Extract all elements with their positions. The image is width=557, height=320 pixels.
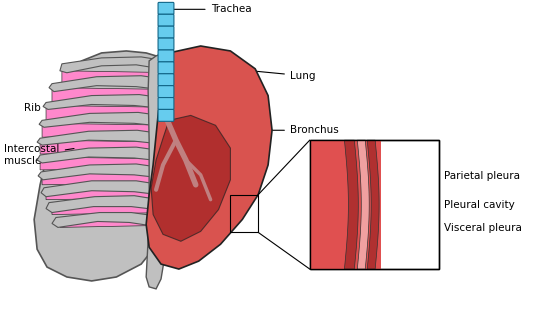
Polygon shape [146,51,176,289]
Bar [310,140,381,269]
Polygon shape [40,140,184,154]
FancyBboxPatch shape [158,26,174,38]
Text: Pleural cavity: Pleural cavity [366,200,514,210]
Bar [310,140,438,269]
Polygon shape [151,116,231,241]
Polygon shape [52,203,169,214]
Polygon shape [42,173,181,185]
Polygon shape [60,57,176,73]
Polygon shape [46,188,177,200]
Text: Trachea: Trachea [169,4,251,14]
FancyBboxPatch shape [158,98,174,109]
Polygon shape [39,112,182,130]
FancyBboxPatch shape [158,2,174,14]
Text: Rib: Rib [24,101,84,114]
FancyBboxPatch shape [158,62,174,74]
FancyBboxPatch shape [158,38,174,50]
Polygon shape [357,140,369,269]
Text: Parietal pleura: Parietal pleura [356,171,520,181]
Polygon shape [60,218,159,228]
Polygon shape [40,157,183,170]
Polygon shape [52,88,181,102]
Polygon shape [41,181,176,199]
FancyBboxPatch shape [158,50,174,62]
FancyBboxPatch shape [158,109,174,121]
Polygon shape [46,106,183,120]
Polygon shape [344,140,358,269]
Polygon shape [367,140,379,269]
Polygon shape [42,123,184,137]
Polygon shape [37,130,182,148]
Polygon shape [62,71,179,85]
Text: Lung: Lung [233,69,315,81]
Polygon shape [52,212,163,228]
Polygon shape [46,196,171,213]
FancyBboxPatch shape [158,74,174,86]
FancyBboxPatch shape [158,14,174,26]
Bar [310,140,438,269]
Polygon shape [146,46,272,269]
Polygon shape [37,147,181,165]
Polygon shape [49,76,179,93]
Polygon shape [34,51,196,281]
Polygon shape [38,164,179,182]
Text: Visceral pleura: Visceral pleura [376,223,521,233]
Polygon shape [43,95,181,112]
Text: Intercostal
muscle: Intercostal muscle [4,144,74,166]
Bar [231,195,258,232]
Text: Bronchus: Bronchus [198,125,339,135]
FancyBboxPatch shape [158,86,174,98]
